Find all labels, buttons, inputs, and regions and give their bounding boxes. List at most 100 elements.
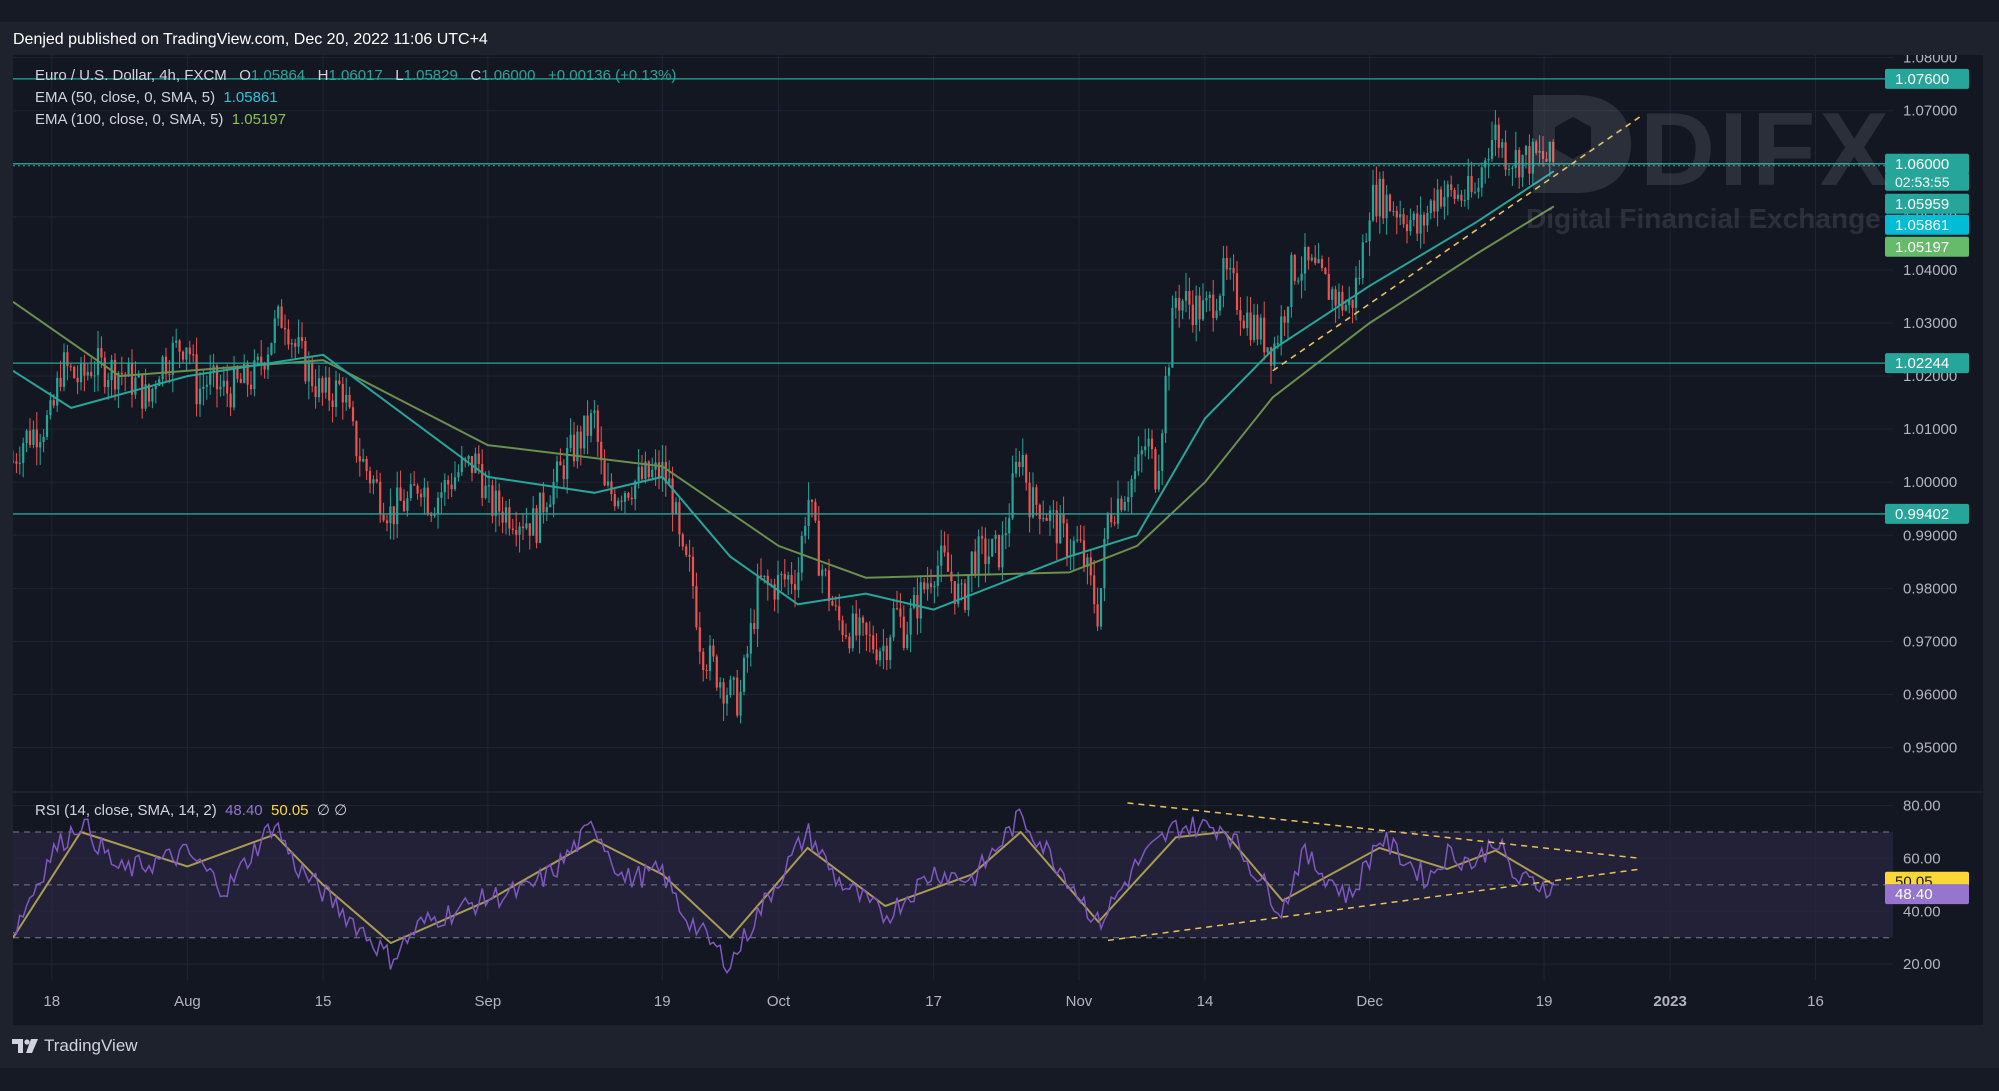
symbol-legend[interactable]: Euro / U.S. Dollar, 4h, FXCM O1.05864 H1… [35,67,676,84]
candle-body [73,367,76,378]
candle-body [1252,314,1256,341]
candle-body [780,573,783,576]
candle-body [511,528,514,530]
x-tick-label: 2023 [1653,993,1686,1010]
candle-body [1266,347,1269,353]
candle-body [59,377,62,387]
price-label-0994-text: 0.99402 [1895,506,1949,523]
candle-body [1133,471,1137,480]
candle-body [477,453,480,464]
candle-body [328,377,331,401]
candle-body [491,485,494,517]
candle-body [287,329,290,345]
candle-body [651,469,654,478]
candle-body [1365,241,1368,243]
candle-body [62,352,66,387]
rsi-legend[interactable]: RSI (14, close, SMA, 14, 2) 48.40 50.05 … [35,801,347,819]
rsi-value-label: 48.40 [1885,884,1969,905]
high-label: H [317,67,329,84]
publish-info: Denjed published on TradingView.com, Dec… [13,31,488,48]
candle-body [508,507,511,529]
candle-body [1065,523,1069,557]
candle-body [481,463,484,498]
chart-frame[interactable]: 18 Aug 15 Sep 19 Oct 17 Nov 14 Dec 19 2023 16 1.08000… [13,55,1983,1025]
candle-body [375,479,378,482]
ema100-legend[interactable]: EMA (100, close, 0, SMA, 5) 1.05197 [35,111,286,128]
candle-body [1072,540,1075,556]
candle-body [1198,295,1201,320]
candle-body [797,572,800,590]
candle-body [817,520,820,576]
y-tick-label: 1.04000 [1903,262,1957,279]
candle-body [1150,438,1154,450]
candle-body [1521,155,1524,178]
candle-body [423,487,426,498]
candle-body [1001,535,1004,568]
candle-body [1341,291,1344,311]
candle-body [314,386,317,398]
candle-body [127,362,130,377]
candle-body [838,606,841,621]
candle-body [1439,189,1443,207]
candle-body [385,520,389,524]
candle-body [892,608,895,638]
candle-body [756,575,759,630]
candle-body [722,682,725,704]
candle-body [120,372,123,375]
candle-body [338,380,341,384]
rsi-value-label-bg [1885,884,1969,905]
candle-body [1008,518,1011,534]
candle-body [977,536,980,575]
candle-body [1293,255,1296,282]
candle-body [688,554,691,557]
candle-body [205,384,208,387]
candle-body [657,462,661,479]
candle-body [1494,124,1497,140]
candle-body [467,455,470,459]
candle-body [1076,539,1079,541]
candle-body [1167,367,1171,376]
candle-body [841,620,844,636]
candle-body [957,583,960,604]
price-label-0994-bg [1885,503,1969,524]
candle-body [1025,454,1028,483]
candle-body [872,635,875,650]
candle-body [1018,461,1021,467]
candle-body [28,430,32,445]
x-tick-label: 19 [654,993,671,1010]
price-label-1022-text: 1.02244 [1895,355,1949,372]
candle-body [763,575,766,577]
candle-body [1426,212,1429,226]
candle-body [1473,191,1477,193]
tradingview-footer[interactable]: TradingView [12,1036,138,1056]
candle-body [239,378,242,383]
candle-body [1477,187,1480,192]
candle-body [807,499,810,526]
change-value: +0.00136 (+0.13%) [547,67,677,84]
candle-body [1514,150,1517,168]
candle-body [1215,310,1218,319]
candle-body [430,514,433,516]
candle-body [345,394,348,403]
candle-body [1409,219,1412,232]
candle-body [1035,487,1038,505]
candle-body [647,461,650,478]
candle-body [1303,246,1307,274]
candle-body [1140,450,1143,455]
candle-body [525,523,528,529]
candle-body [1218,295,1222,311]
candle-body [991,538,994,557]
ema50-line [13,170,1555,611]
price-label-0994: 0.99402 [1885,503,1969,524]
close-label: C [470,67,482,84]
ema50-legend[interactable]: EMA (50, close, 0, SMA, 5) 1.05861 [35,89,278,106]
candle-body [630,497,633,500]
chart-canvas[interactable]: 18 Aug 15 Sep 19 Oct 17 Nov 14 Dec 19 2023 16 1.08000… [13,55,1983,1025]
price-label-bid-bg [1885,193,1969,214]
y-tick-label: 1.07000 [1903,103,1957,120]
rsi-tick-label: 20.00 [1903,956,1941,973]
ema50-label: EMA (50, close, 0, SMA, 5) [35,89,216,106]
candle-body [603,460,606,486]
candle-body [1171,307,1174,368]
candle-body [569,434,572,449]
